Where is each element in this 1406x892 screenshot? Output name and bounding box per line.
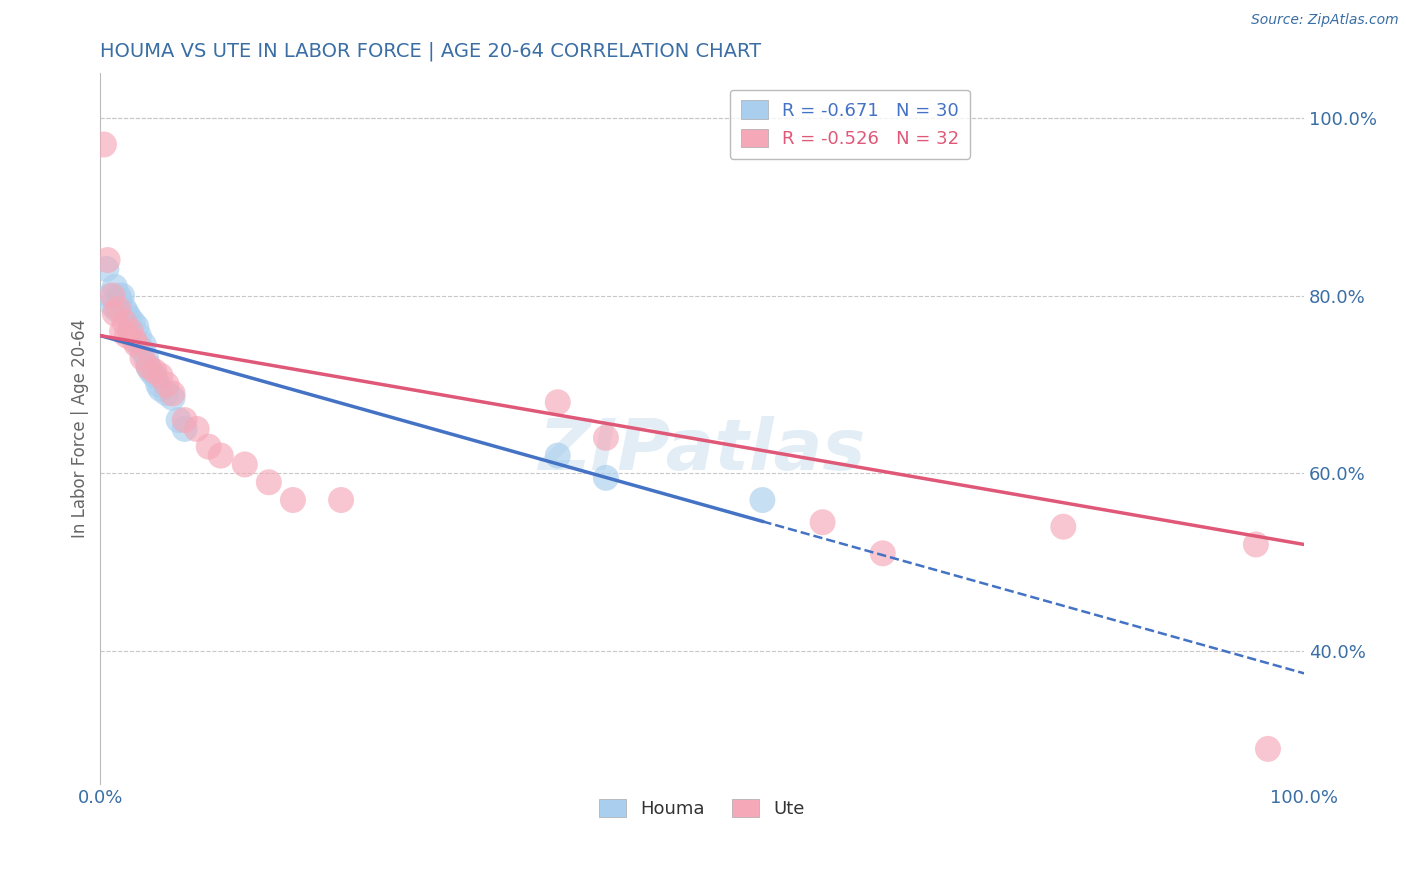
Point <box>135 351 157 365</box>
Point <box>162 391 184 405</box>
Point <box>128 328 150 343</box>
Point <box>101 297 124 311</box>
Point <box>120 324 142 338</box>
Point <box>1244 537 1267 551</box>
Point <box>115 328 138 343</box>
Point <box>125 337 148 351</box>
Point <box>107 288 129 302</box>
Point <box>146 377 169 392</box>
Point <box>595 471 617 485</box>
Legend: Houma, Ute: Houma, Ute <box>592 791 813 825</box>
Point <box>149 368 172 383</box>
Point <box>122 333 145 347</box>
Point <box>751 493 773 508</box>
Point <box>112 315 135 329</box>
Point <box>197 440 219 454</box>
Point <box>131 351 153 365</box>
Point <box>115 306 138 320</box>
Point <box>233 458 256 472</box>
Point <box>257 475 280 490</box>
Point <box>111 288 134 302</box>
Point <box>121 315 143 329</box>
Point <box>162 386 184 401</box>
Point <box>120 324 142 338</box>
Point <box>112 301 135 316</box>
Point <box>108 293 131 307</box>
Point <box>595 431 617 445</box>
Point <box>129 342 152 356</box>
Point <box>155 386 177 401</box>
Point <box>111 324 134 338</box>
Point <box>143 368 166 383</box>
Y-axis label: In Labor Force | Age 20-64: In Labor Force | Age 20-64 <box>72 319 89 539</box>
Text: Source: ZipAtlas.com: Source: ZipAtlas.com <box>1251 13 1399 28</box>
Point <box>149 382 172 396</box>
Point <box>173 422 195 436</box>
Point <box>547 395 569 409</box>
Point <box>547 449 569 463</box>
Point <box>173 413 195 427</box>
Point <box>98 288 121 302</box>
Point <box>138 359 160 374</box>
Point <box>1257 742 1279 756</box>
Point <box>872 546 894 560</box>
Point <box>167 413 190 427</box>
Point <box>118 310 141 325</box>
Point <box>132 337 155 351</box>
Point <box>101 288 124 302</box>
Point <box>1052 519 1074 533</box>
Point <box>811 515 834 529</box>
Point <box>96 262 118 277</box>
Point <box>138 359 160 374</box>
Point <box>104 279 127 293</box>
Text: ZIPatlas: ZIPatlas <box>538 416 866 484</box>
Point <box>330 493 353 508</box>
Point <box>107 301 129 316</box>
Point <box>93 137 115 152</box>
Point <box>105 301 128 316</box>
Point <box>125 319 148 334</box>
Point <box>155 377 177 392</box>
Point <box>97 253 120 268</box>
Point <box>186 422 208 436</box>
Point <box>281 493 304 508</box>
Point <box>209 449 232 463</box>
Text: HOUMA VS UTE IN LABOR FORCE | AGE 20-64 CORRELATION CHART: HOUMA VS UTE IN LABOR FORCE | AGE 20-64 … <box>100 42 762 62</box>
Point <box>104 306 127 320</box>
Point <box>139 364 162 378</box>
Point <box>143 364 166 378</box>
